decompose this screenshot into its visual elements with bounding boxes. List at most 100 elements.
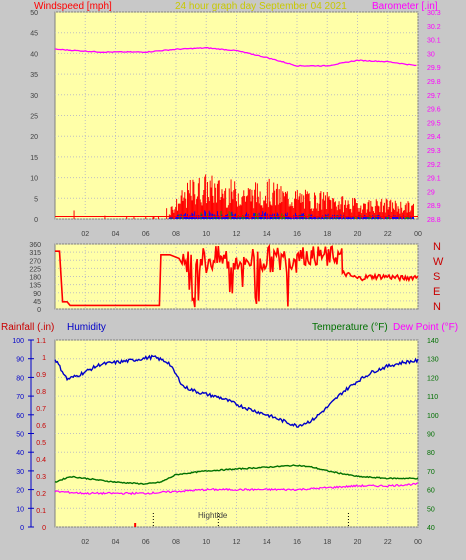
tick-label-hour: 14 (263, 231, 271, 238)
tick-label-hour: 22 (384, 539, 392, 546)
tick-label-humidity: 10 (16, 506, 24, 513)
tick-label-windspeed: 10 (30, 176, 38, 183)
tick-label-hour: 06 (142, 231, 150, 238)
rain-humidity-temperature-panel: 010203040506070809010000.10.20.30.40.50.… (12, 338, 438, 546)
tick-label-windspeed: 20 (30, 134, 38, 141)
windspeed-label: Windspeed [mph] (34, 1, 112, 12)
tick-label-temperature: 110 (427, 394, 438, 401)
tick-label-humidity: 90 (16, 357, 24, 364)
tick-label-hour: 10 (202, 231, 210, 238)
tick-label-temperature: 70 (427, 469, 435, 476)
tick-label-windspeed: 25 (30, 114, 38, 121)
tick-label-windspeed: 15 (30, 155, 38, 162)
tick-label-hour: 00 (414, 231, 422, 238)
tick-label-hour: 06 (142, 539, 150, 546)
tick-label-humidity: 100 (12, 338, 24, 345)
tick-label-humidity: 50 (16, 432, 24, 439)
tick-label-rainfall: 1.1 (36, 338, 46, 345)
tick-label-humidity: 20 (16, 488, 24, 495)
tick-label-hour: 04 (112, 231, 120, 238)
tick-label-temperature: 120 (427, 375, 439, 382)
temperature-line (54, 464, 419, 486)
tick-label-hour: 00 (414, 539, 422, 546)
compass-s: S (433, 271, 440, 283)
tick-label-hour: 16 (293, 231, 301, 238)
tick-label-humidity: 0 (20, 525, 24, 532)
compass-n-top: N (433, 241, 441, 253)
tick-label-temperature: 40 (427, 525, 435, 532)
temperature-label: Temperature (°F) (312, 322, 388, 333)
tick-label-hour: 20 (354, 231, 362, 238)
tick-label-hour: 02 (81, 539, 89, 546)
tick-label-rainfall: 0.4 (36, 457, 46, 464)
tick-label-direction: 225 (29, 266, 41, 273)
tick-label-direction: 315 (29, 250, 41, 257)
tick-label-direction: 270 (29, 258, 41, 265)
tick-label-barometer: 29 (427, 189, 435, 196)
hightide-label: Hightide (198, 511, 228, 520)
wind-barometer-panel: 0 5 10 15 20 25 30 35 40 45 50 28.8 28.9 29 29.1 29.2 29… (30, 10, 441, 238)
tick-label-barometer: 29.4 (427, 134, 441, 141)
tick-label-barometer: 30.3 (427, 10, 441, 17)
tick-label-direction: 135 (29, 283, 41, 290)
tick-label-rainfall: 1 (42, 355, 46, 362)
tick-label-windspeed: 40 (30, 51, 38, 58)
tick-label-hour: 14 (263, 539, 271, 546)
tick-label-temperature: 140 (427, 338, 439, 345)
tick-label-hour: 02 (81, 231, 89, 238)
tick-label-direction: 180 (29, 275, 41, 282)
humidity-label: Humidity (67, 322, 106, 333)
barometer-label: Barometer [.in] (372, 1, 438, 12)
compass-n-bottom: N (433, 301, 441, 313)
tick-label-direction: 360 (29, 242, 41, 249)
tick-label-humidity: 70 (16, 394, 24, 401)
tick-label-rainfall: 0.7 (36, 406, 46, 413)
tick-label-temperature: 60 (427, 488, 435, 495)
tick-label-rainfall: 0.5 (36, 440, 46, 447)
tick-label-temperature: 80 (427, 450, 435, 457)
tick-label-barometer: 29.3 (427, 148, 441, 155)
tick-label-rainfall: 0.9 (36, 372, 46, 379)
tick-label-windspeed: 5 (34, 196, 38, 203)
graph-title: 24 hour graph day September 04 2021 (175, 1, 347, 12)
wind-direction-line (55, 243, 419, 308)
tick-label-barometer: 29.7 (427, 93, 441, 100)
compass-e: E (433, 286, 440, 298)
tick-label-barometer: 29.1 (427, 176, 441, 183)
compass-w: W (433, 256, 444, 268)
tick-label-hour: 10 (202, 539, 210, 546)
header-labels: Windspeed [mph] 24 hour graph day Septem… (1, 1, 458, 520)
tick-label-rainfall: 0.8 (36, 389, 46, 396)
tick-label-hour: 08 (172, 539, 180, 546)
tick-label-windspeed: 0 (34, 217, 38, 224)
tick-label-hour: 20 (354, 539, 362, 546)
barometer-line (54, 47, 417, 67)
tick-label-barometer: 29.9 (427, 65, 441, 72)
tick-label-windspeed: 35 (30, 72, 38, 79)
tick-label-temperature: 130 (427, 357, 439, 364)
tick-label-temperature: 90 (427, 432, 435, 439)
tick-label-barometer: 29.6 (427, 107, 441, 114)
tick-label-hour: 08 (172, 231, 180, 238)
tick-label-barometer: 29.5 (427, 120, 441, 127)
tick-label-direction: 90 (33, 291, 41, 298)
tick-label-rainfall: 0 (42, 525, 46, 532)
tick-label-hour: 22 (384, 231, 392, 238)
tick-label-hour: 12 (233, 231, 241, 238)
tick-label-barometer: 30.1 (427, 38, 441, 45)
tick-label-hour: 18 (323, 539, 331, 546)
tick-label-windspeed: 45 (30, 31, 38, 38)
tick-label-humidity: 40 (16, 450, 24, 457)
dew-point-line (54, 482, 419, 496)
tick-label-humidity: 80 (16, 375, 24, 382)
tick-label-hour: 12 (233, 539, 241, 546)
tick-label-humidity: 30 (16, 469, 24, 476)
tick-label-barometer: 28.9 (427, 203, 441, 210)
tick-label-rainfall: 0.3 (36, 474, 46, 481)
tick-label-windspeed: 50 (30, 10, 38, 17)
rainfall-label: Rainfall (.in) (1, 322, 54, 333)
tick-label-hour: 18 (323, 231, 331, 238)
tick-label-barometer: 28.8 (427, 217, 441, 224)
tick-label-hour: 04 (112, 539, 120, 546)
